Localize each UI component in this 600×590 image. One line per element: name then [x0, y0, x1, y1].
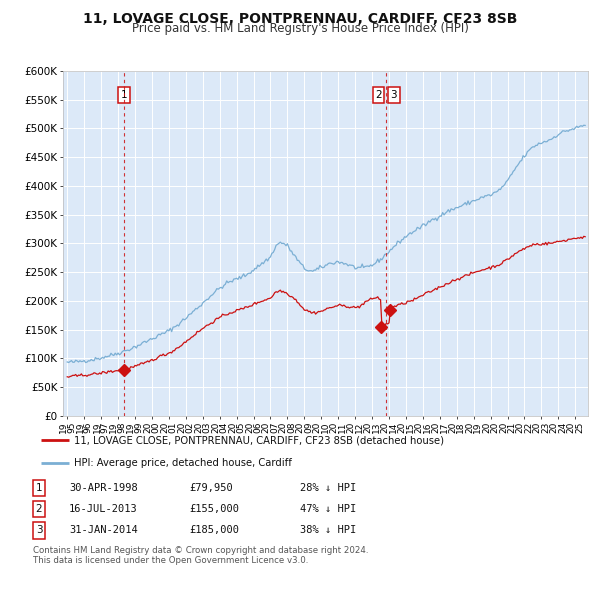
Text: HPI: Average price, detached house, Cardiff: HPI: Average price, detached house, Card…: [74, 458, 292, 468]
Text: 38% ↓ HPI: 38% ↓ HPI: [300, 526, 356, 535]
Text: 47% ↓ HPI: 47% ↓ HPI: [300, 504, 356, 514]
Text: 31-JAN-2014: 31-JAN-2014: [69, 526, 138, 535]
Text: 1: 1: [121, 90, 127, 100]
Text: 3: 3: [391, 90, 397, 100]
Text: 3: 3: [35, 526, 43, 535]
Text: £155,000: £155,000: [189, 504, 239, 514]
Text: 1: 1: [35, 483, 43, 493]
Text: 28% ↓ HPI: 28% ↓ HPI: [300, 483, 356, 493]
Text: Contains HM Land Registry data © Crown copyright and database right 2024.: Contains HM Land Registry data © Crown c…: [33, 546, 368, 555]
Text: 2: 2: [35, 504, 43, 514]
Text: 11, LOVAGE CLOSE, PONTPRENNAU, CARDIFF, CF23 8SB: 11, LOVAGE CLOSE, PONTPRENNAU, CARDIFF, …: [83, 12, 517, 26]
Text: This data is licensed under the Open Government Licence v3.0.: This data is licensed under the Open Gov…: [33, 556, 308, 565]
Text: 16-JUL-2013: 16-JUL-2013: [69, 504, 138, 514]
Text: £79,950: £79,950: [189, 483, 233, 493]
Text: 11, LOVAGE CLOSE, PONTPRENNAU, CARDIFF, CF23 8SB (detached house): 11, LOVAGE CLOSE, PONTPRENNAU, CARDIFF, …: [74, 435, 444, 445]
Text: 2: 2: [375, 90, 382, 100]
Text: 30-APR-1998: 30-APR-1998: [69, 483, 138, 493]
Text: £185,000: £185,000: [189, 526, 239, 535]
Text: Price paid vs. HM Land Registry's House Price Index (HPI): Price paid vs. HM Land Registry's House …: [131, 22, 469, 35]
